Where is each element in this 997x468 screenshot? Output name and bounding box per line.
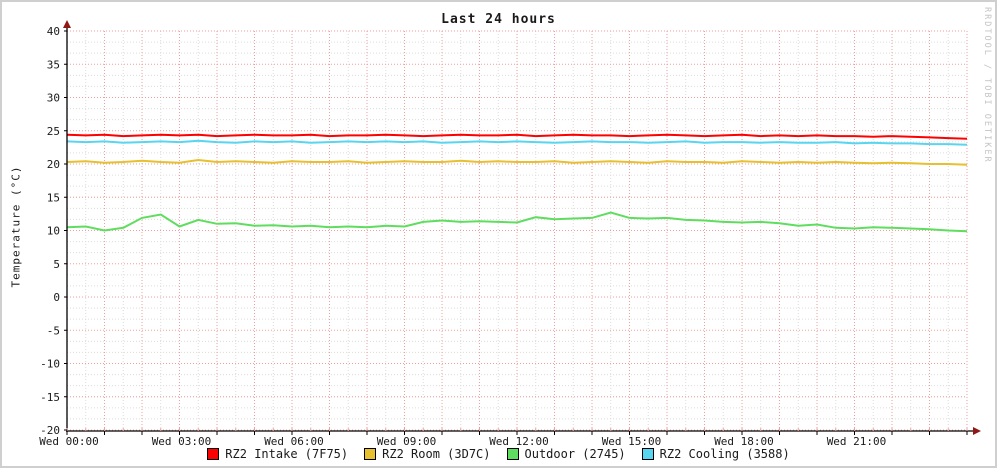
legend-swatch-icon [641, 448, 654, 460]
series-line [66, 133, 968, 140]
y-tick-label: 20 [47, 158, 60, 171]
x-tick-label: Wed 21:00 [827, 435, 887, 448]
legend-item: RZ2 Cooling (3588) [641, 447, 790, 461]
y-tick-label: -15 [40, 391, 60, 404]
legend-label: RZ2 Cooling (3588) [659, 447, 790, 461]
series-line [66, 211, 968, 233]
chart-title: Last 24 hours [441, 12, 556, 27]
legend-label: RZ2 Intake (7F75) [225, 447, 349, 461]
legend-swatch-icon [506, 448, 519, 460]
legend: RZ2 Intake (7F75) RZ2 Room (3D7C) Outdoor … [2, 447, 995, 461]
y-tick-label: -20 [40, 424, 60, 437]
x-tick-label: Wed 09:00 [377, 435, 437, 448]
x-tick-label: Wed 18:00 [714, 435, 774, 448]
x-tick-label: Wed 12:00 [489, 435, 549, 448]
y-tick-label: 35 [47, 58, 60, 71]
legend-swatch-icon [364, 448, 377, 460]
y-tick-label: 0 [53, 291, 60, 304]
y-tick-label: 40 [47, 25, 60, 38]
legend-swatch-icon [207, 448, 220, 460]
y-tick-label: -10 [40, 358, 60, 371]
legend-item: RZ2 Intake (7F75) [207, 447, 348, 461]
y-tick-label: 10 [47, 225, 60, 238]
x-axis-arrow-icon [973, 427, 981, 435]
series-line [66, 139, 968, 146]
y-tick-label: -5 [47, 324, 60, 337]
y-axis-arrow-icon [63, 20, 71, 28]
y-tick-label: 5 [53, 258, 60, 271]
y-tick-label: 15 [47, 191, 60, 204]
legend-label: Outdoor (2745) [524, 447, 626, 461]
watermark: RRDTOOL / TOBI OETIKER [982, 7, 992, 164]
legend-item: Outdoor (2745) [506, 447, 626, 461]
x-tick-label: Wed 15:00 [602, 435, 662, 448]
legend-label: RZ2 Room (3D7C) [382, 447, 491, 461]
series-line [66, 158, 968, 166]
y-tick-label: 25 [47, 125, 60, 138]
legend-item: RZ2 Room (3D7C) [364, 447, 491, 461]
x-tick-label: Wed 03:00 [152, 435, 212, 448]
x-tick-label: Wed 06:00 [264, 435, 324, 448]
x-tick-label: Wed 00:00 [39, 435, 99, 448]
y-tick-label: 30 [47, 92, 60, 105]
